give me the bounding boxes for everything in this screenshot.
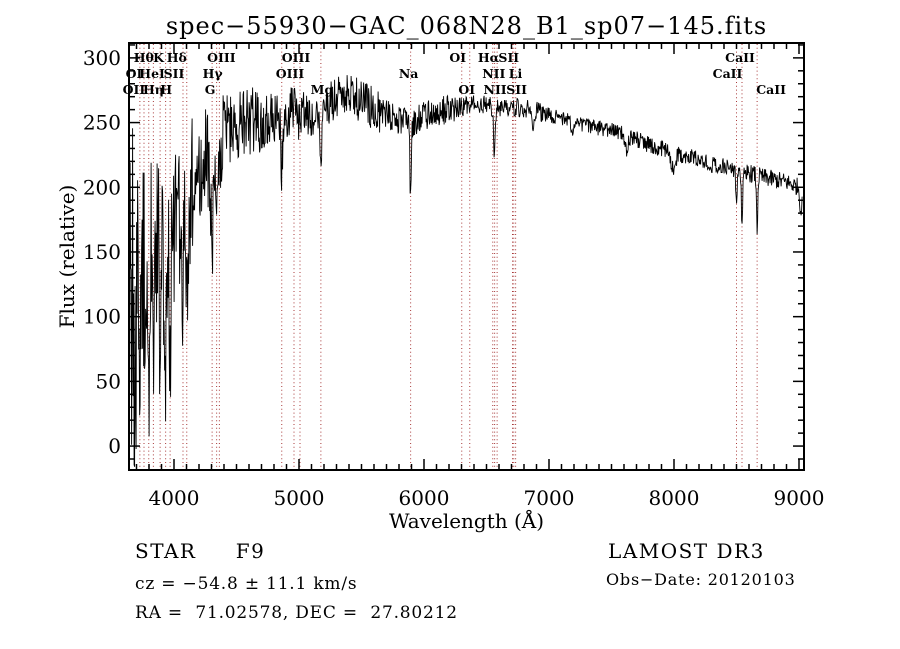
object-class-text: STAR F9 xyxy=(135,539,266,563)
spectral-line-label: OI xyxy=(458,82,475,97)
spectral-line-label: Li xyxy=(509,66,523,81)
spectral-line-label: Na xyxy=(399,66,419,81)
x-tick-label: 8000 xyxy=(649,486,700,510)
x-tick-label: 6000 xyxy=(399,486,450,510)
spectral-line-label: SII xyxy=(498,50,519,65)
y-tick-label: 50 xyxy=(96,369,121,393)
spectral-line-label: HeI xyxy=(139,66,165,81)
spectral-line-label: SII xyxy=(506,82,527,97)
y-axis-label: Flux (relative) xyxy=(55,185,79,329)
y-tick-label: 300 xyxy=(83,46,121,70)
spectral-line-label: OIII xyxy=(282,50,311,65)
spectral-line-label: OIII xyxy=(207,50,236,65)
y-tick-label: 250 xyxy=(83,111,121,135)
axis-ticks xyxy=(130,44,803,469)
spectral-line-label: CaII xyxy=(756,82,786,97)
spectral-line-label: Hα xyxy=(478,50,500,65)
y-tick-label: 150 xyxy=(83,240,121,264)
spectral-line-label: CaII xyxy=(725,50,755,65)
plot-frame xyxy=(128,42,805,471)
y-tick-label: 100 xyxy=(83,305,121,329)
figure-title: spec−55930−GAC_068N28_B1_sp07−145.fits xyxy=(165,12,768,40)
spectral-line-label: Hδ xyxy=(167,50,187,65)
obs-date-text: Obs−Date: 20120103 xyxy=(606,570,796,589)
x-axis-label: Wavelength (Å) xyxy=(389,508,544,533)
ra-dec-text: RA = 71.02578, DEC = 27.80212 xyxy=(135,603,458,623)
y-tick-label: 0 xyxy=(108,434,121,458)
spectral-line-label: Hγ xyxy=(203,66,224,81)
spectral-line-label: NII xyxy=(482,66,505,81)
x-tick-label: 4000 xyxy=(149,486,200,510)
x-tick-label: 9000 xyxy=(774,486,825,510)
cz-velocity-text: cz = −54.8 ± 11.1 km/s xyxy=(135,574,358,594)
spectral-line-label: SII xyxy=(164,66,185,81)
survey-text: LAMOST DR3 xyxy=(608,539,765,563)
y-tick-label: 200 xyxy=(83,175,121,199)
spectral-line-label: CaII xyxy=(713,66,743,81)
spectral-line-label: Hη xyxy=(143,82,164,97)
spectral-line-label: Hθ xyxy=(134,50,154,65)
spectrum-trace xyxy=(129,75,803,467)
x-tick-label: 5000 xyxy=(274,486,325,510)
spectral-line-label: H xyxy=(160,82,172,97)
spectral-line-label: OIII xyxy=(276,66,305,81)
spectral-line-label: NII xyxy=(484,82,507,97)
spectral-line-label: OI xyxy=(449,50,466,65)
spectral-line-label: G xyxy=(205,82,216,97)
spectral-line-label: K xyxy=(153,50,165,65)
x-tick-label: 7000 xyxy=(524,486,575,510)
